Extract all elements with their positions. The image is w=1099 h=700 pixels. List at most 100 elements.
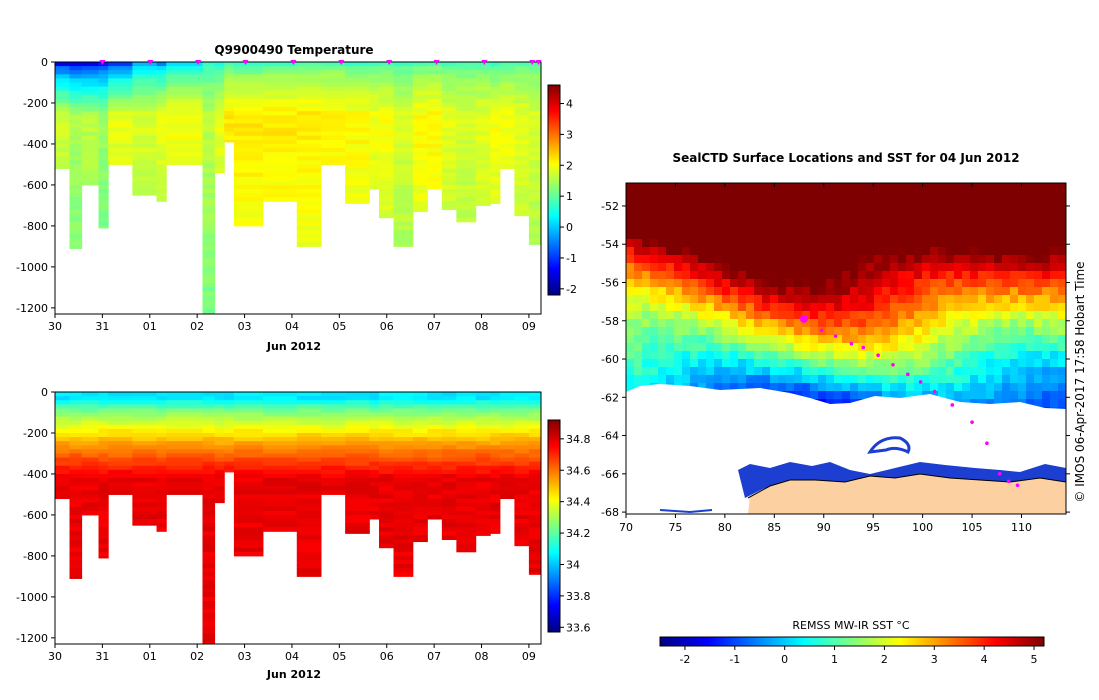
sst-cell [946, 303, 955, 312]
sst-cell [730, 239, 739, 248]
sst-cell [794, 183, 803, 192]
salinity-cell [132, 498, 158, 504]
salinity-cell [132, 461, 158, 467]
sst-cell [970, 311, 979, 320]
temperature-cell [393, 217, 414, 223]
sst-cell [626, 319, 635, 328]
temperature-cell [369, 70, 380, 75]
temperature-cell [132, 135, 158, 141]
salinity-cell [202, 502, 216, 508]
temperature-cell [427, 152, 443, 157]
temperature-cell [490, 127, 501, 133]
sst-cell [762, 319, 771, 328]
sst-cell [714, 295, 723, 304]
salinity-cell [81, 506, 100, 512]
salinity-cell [224, 445, 235, 450]
temperature-cell [296, 139, 322, 145]
temperature-cell [262, 172, 298, 178]
temperature-cell [345, 152, 370, 157]
sst-cell [690, 303, 699, 312]
sst-cell [914, 327, 923, 336]
sst-cell [802, 263, 811, 272]
sst-cell [834, 303, 843, 312]
colorbar-tick-label: 34.6 [566, 464, 591, 477]
salinity-cell [98, 514, 109, 520]
temperature-cell [81, 123, 100, 129]
sst-cell [754, 279, 763, 288]
sst-cell [1026, 367, 1035, 376]
salinity-cell [456, 478, 477, 483]
salinity-cell [98, 396, 109, 401]
temperature-cell [98, 82, 109, 88]
sst-cell [802, 183, 811, 192]
sst-cell [826, 207, 835, 216]
salinity-cell [296, 412, 322, 418]
salinity-cell [379, 506, 395, 512]
sst-cell [866, 375, 875, 384]
sst-cell [682, 207, 691, 216]
temperature-cell [132, 143, 158, 149]
salinity-cell [514, 494, 530, 500]
salinity-cell [98, 441, 109, 446]
sst-cell [626, 191, 635, 200]
sst-cell [770, 207, 779, 216]
sst-cell [962, 303, 971, 312]
sst-cell [890, 383, 899, 392]
sst-cell [786, 271, 795, 280]
sst-cell [666, 279, 675, 288]
temperature-cell [379, 107, 395, 112]
temperature-cell [393, 66, 414, 71]
sst-cell [730, 319, 739, 328]
salinity-cell [156, 502, 167, 508]
temperature-cell [98, 102, 109, 108]
sst-cell [858, 351, 867, 360]
sst-cell [722, 343, 731, 352]
salinity-cell [202, 613, 216, 618]
temperature-cell [55, 82, 71, 88]
salinity-cell [528, 568, 541, 573]
sst-cell [1002, 375, 1011, 384]
salinity-cell [490, 453, 501, 459]
sst-cell [938, 351, 947, 360]
salinity-cell [156, 392, 167, 397]
salinity-cell [345, 420, 370, 426]
sst-cell [954, 375, 963, 384]
temperature-cell [475, 148, 491, 153]
sst-cell [930, 183, 939, 192]
salinity-cell [214, 478, 225, 483]
sst-cell [1010, 303, 1019, 312]
sst-cell [986, 295, 995, 304]
sst-cell [882, 231, 891, 240]
salinity-cell [499, 449, 515, 454]
salinity-cell [55, 445, 71, 450]
temperature-cell [499, 152, 515, 157]
sst-cell [842, 295, 851, 304]
sst-cell [1042, 383, 1051, 392]
sst-cell [786, 263, 795, 272]
temperature-cell [379, 197, 395, 202]
sst-cell [666, 327, 675, 336]
temperature-cell [108, 86, 133, 92]
temperature-cell [132, 115, 158, 120]
salinity-cell [514, 457, 530, 463]
sst-cell [770, 183, 779, 192]
temperature-cell [81, 156, 100, 161]
profile-marker [338, 60, 345, 65]
salinity-cell [456, 441, 477, 446]
temperature-cell [156, 102, 167, 108]
sst-cell [866, 351, 875, 360]
temperature-cell [296, 230, 322, 235]
salinity-cell [393, 539, 414, 545]
antarctic-land [748, 474, 1066, 514]
temperature-cell [233, 193, 264, 198]
temperature-cell [475, 127, 491, 133]
salinity-cell [379, 535, 395, 541]
salinity-cell [202, 531, 216, 536]
sst-cell [914, 391, 923, 400]
temperature-cell [233, 172, 264, 178]
sst-cell [930, 311, 939, 320]
sst-cell [698, 343, 707, 352]
salinity-cell [490, 441, 501, 446]
sst-cell [746, 383, 755, 392]
salinity-cell [202, 568, 216, 573]
